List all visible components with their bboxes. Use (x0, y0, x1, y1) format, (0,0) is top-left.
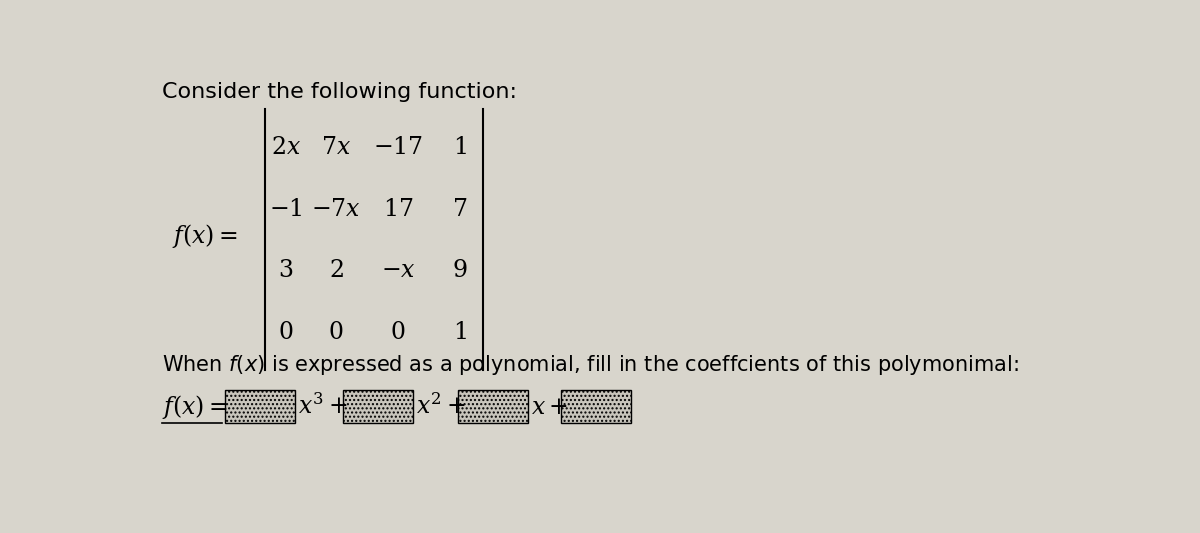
FancyBboxPatch shape (343, 391, 413, 423)
Text: $x+$: $x+$ (532, 394, 569, 418)
Text: $1$: $1$ (454, 320, 467, 344)
Text: $2$: $2$ (329, 259, 343, 282)
Text: $7x$: $7x$ (320, 135, 352, 159)
Text: $2x$: $2x$ (271, 135, 301, 159)
Text: $-7x$: $-7x$ (311, 197, 361, 221)
FancyBboxPatch shape (226, 391, 295, 423)
Text: $7$: $7$ (452, 197, 468, 221)
Text: $0$: $0$ (390, 320, 406, 344)
Text: $1$: $1$ (454, 135, 467, 159)
Text: $3$: $3$ (278, 259, 293, 282)
Text: $x^3+$: $x^3+$ (298, 394, 347, 419)
Text: $-17$: $-17$ (373, 135, 424, 159)
Text: $-x$: $-x$ (380, 259, 415, 282)
Text: $0$: $0$ (329, 320, 343, 344)
FancyBboxPatch shape (560, 391, 630, 423)
Text: $9$: $9$ (452, 259, 468, 282)
Text: $17$: $17$ (383, 197, 413, 221)
FancyBboxPatch shape (458, 391, 528, 423)
Text: Consider the following function:: Consider the following function: (162, 82, 517, 102)
Text: $f(x) =$: $f(x) =$ (172, 222, 238, 249)
Text: $0$: $0$ (278, 320, 293, 344)
Text: When $f(x)$ is expressed as a polynomial, fill in the coeffcients of this polymo: When $f(x)$ is expressed as a polynomial… (162, 353, 1019, 377)
Text: $f(x) =$: $f(x) =$ (162, 393, 227, 421)
Text: $x^2+$: $x^2+$ (416, 394, 466, 419)
Text: $-1$: $-1$ (269, 197, 302, 221)
